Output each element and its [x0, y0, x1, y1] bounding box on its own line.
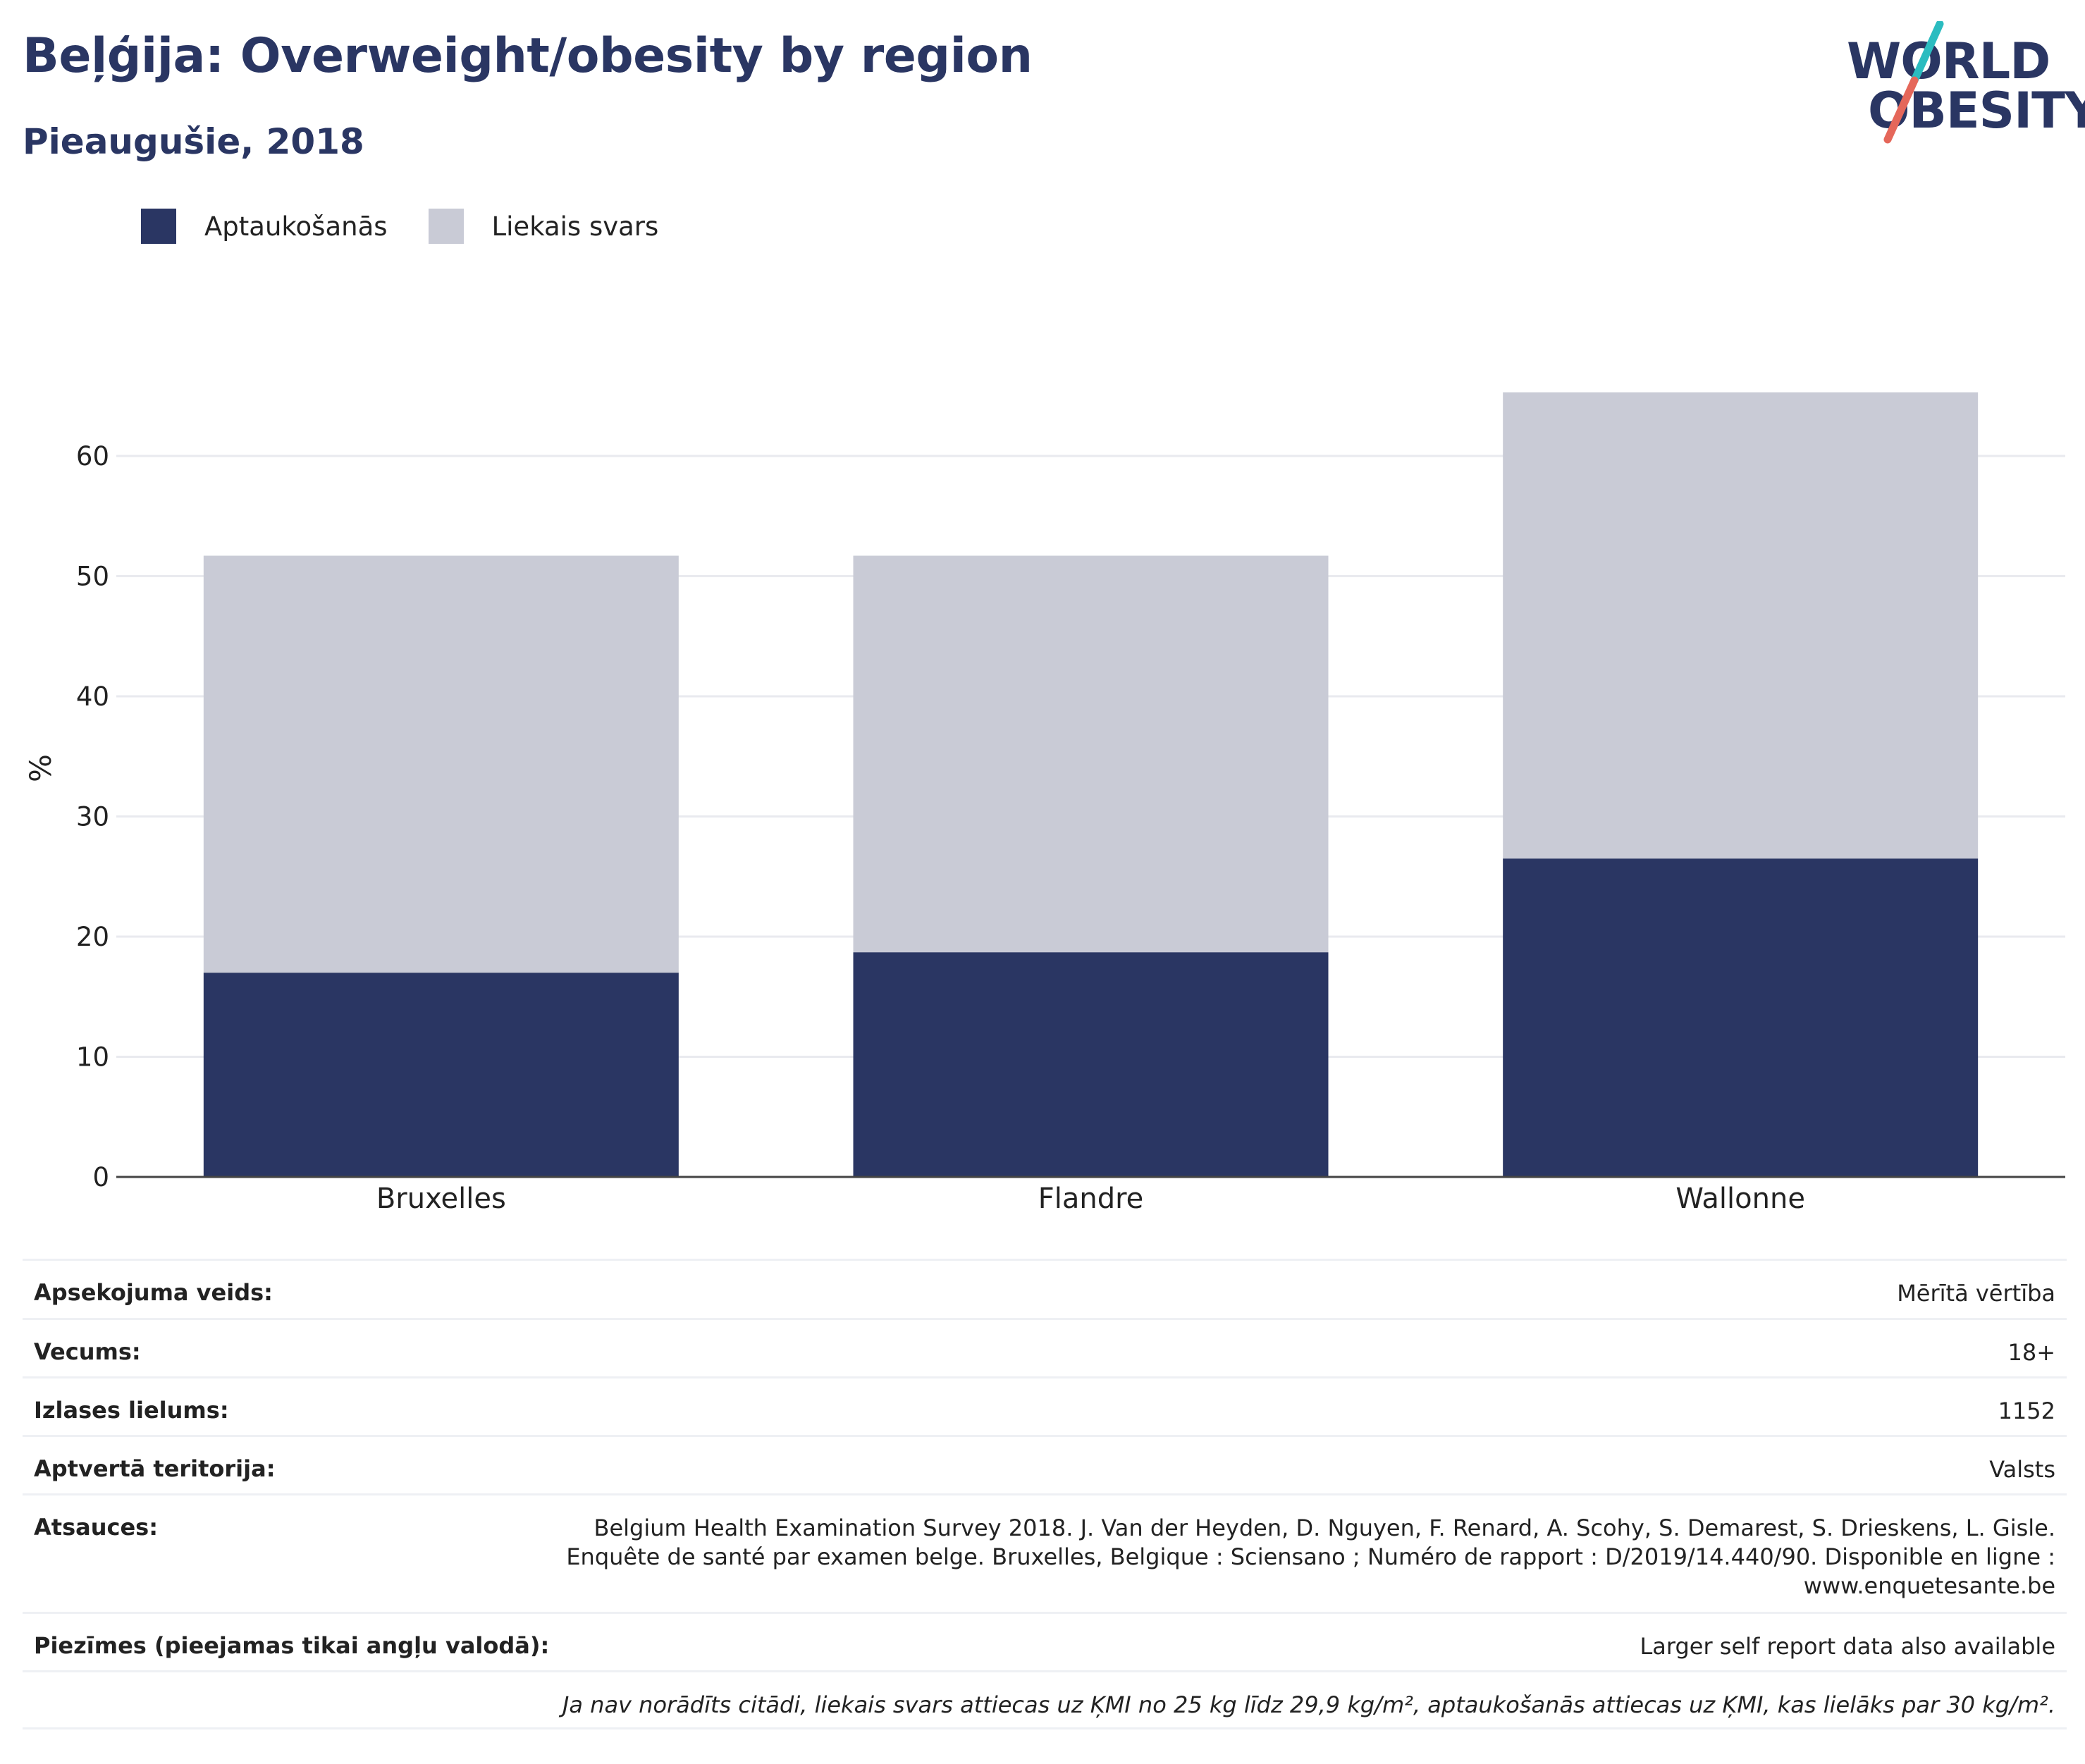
y-tick-label: 60 [76, 441, 109, 471]
bar-chart: 0 10 20 30 40 50 60 Bruxelles Flandre Wallonne% [23, 392, 2065, 1215]
bar-overweight-wallonne [1503, 392, 1979, 859]
page-subtitle: Pieaugušie, 2018 [23, 121, 364, 162]
y-tick-label: 10 [76, 1042, 109, 1073]
info-key-age: Vecums: [34, 1338, 141, 1365]
info-key-notes: Piezīmes (pieejamas tikai angļu valodā): [34, 1632, 550, 1659]
legend-label-obesity: Aptaukošanās [204, 211, 388, 242]
bar-obesity-bruxelles [203, 973, 679, 1177]
info-footnote: Ja nav norādīts citādi, liekais svars at… [562, 1691, 2055, 1718]
y-tick-label: 30 [76, 802, 109, 832]
info-value-survey-type: Mērītā vērtība [1897, 1280, 2055, 1307]
logo-line-1: WORLD [1847, 32, 2050, 90]
chart-legend: Aptaukošanās Liekais svars [141, 209, 699, 244]
legend-item-overweight[interactable]: Liekais svars [428, 209, 659, 244]
info-value-coverage: Valsts [1989, 1456, 2055, 1483]
info-key-coverage: Aptvertā teritorija: [34, 1455, 276, 1482]
info-value-age: 18+ [2007, 1339, 2055, 1366]
info-key-survey-type: Apsekojuma veids: [34, 1279, 273, 1306]
x-tick-label: Bruxelles [376, 1183, 506, 1215]
info-row-survey-type: Apsekojuma veids: Mērītā vērtība [23, 1259, 2067, 1318]
info-row-references: Atsauces: Belgium Health Examination Sur… [23, 1493, 2067, 1612]
info-row-notes: Piezīmes (pieejamas tikai angļu valodā):… [23, 1612, 2067, 1670]
bar-obesity-wallonne [1503, 858, 1979, 1177]
x-tick-label: Wallonne [1675, 1183, 1805, 1215]
reference-line-3[interactable]: www.enquetesante.be [1803, 1572, 2055, 1599]
bar-overweight-bruxelles [203, 555, 679, 973]
bar-obesity-flandre [853, 952, 1329, 1177]
legend-swatch-overweight [428, 209, 464, 244]
reference-line-1: Belgium Health Examination Survey 2018. … [593, 1515, 2056, 1541]
info-key-sample-size: Izlases lielums: [34, 1397, 229, 1424]
world-obesity-logo: WORLD OBESITY [1833, 21, 2085, 148]
y-tick-label: 0 [92, 1162, 109, 1192]
page-title: Beļģija: Overweight/obesity by region [23, 28, 1033, 84]
info-row-sample-size: Izlases lielums: 1152 [23, 1376, 2067, 1435]
y-tick-label: 20 [76, 922, 109, 952]
info-row-age: Vecums: 18+ [23, 1318, 2067, 1376]
info-row-coverage: Aptvertā teritorija: Valsts [23, 1435, 2067, 1493]
legend-label-overweight: Liekais svars [491, 211, 659, 242]
info-value-references: Belgium Health Examination Survey 2018. … [566, 1514, 2055, 1600]
info-value-sample-size: 1152 [1998, 1398, 2055, 1424]
info-row-footnote: Ja nav norādīts citādi, liekais svars at… [23, 1670, 2067, 1729]
x-tick-label: Flandre [1038, 1183, 1144, 1215]
bar-overweight-flandre [853, 555, 1329, 953]
y-axis-title: % [23, 754, 58, 782]
info-key-references: Atsauces: [34, 1514, 158, 1541]
y-tick-label: 50 [76, 562, 109, 592]
reference-line-2: Enquête de santé par examen belge. Bruxe… [566, 1543, 2055, 1570]
legend-item-obesity[interactable]: Aptaukošanās [141, 209, 388, 244]
y-tick-label: 40 [76, 681, 109, 712]
info-value-notes: Larger self report data also available [1640, 1633, 2055, 1660]
info-table: Apsekojuma veids: Mērītā vērtība Vecums:… [23, 1259, 2067, 1729]
legend-swatch-obesity [141, 209, 176, 244]
logo-slash-icon [1883, 21, 1944, 144]
